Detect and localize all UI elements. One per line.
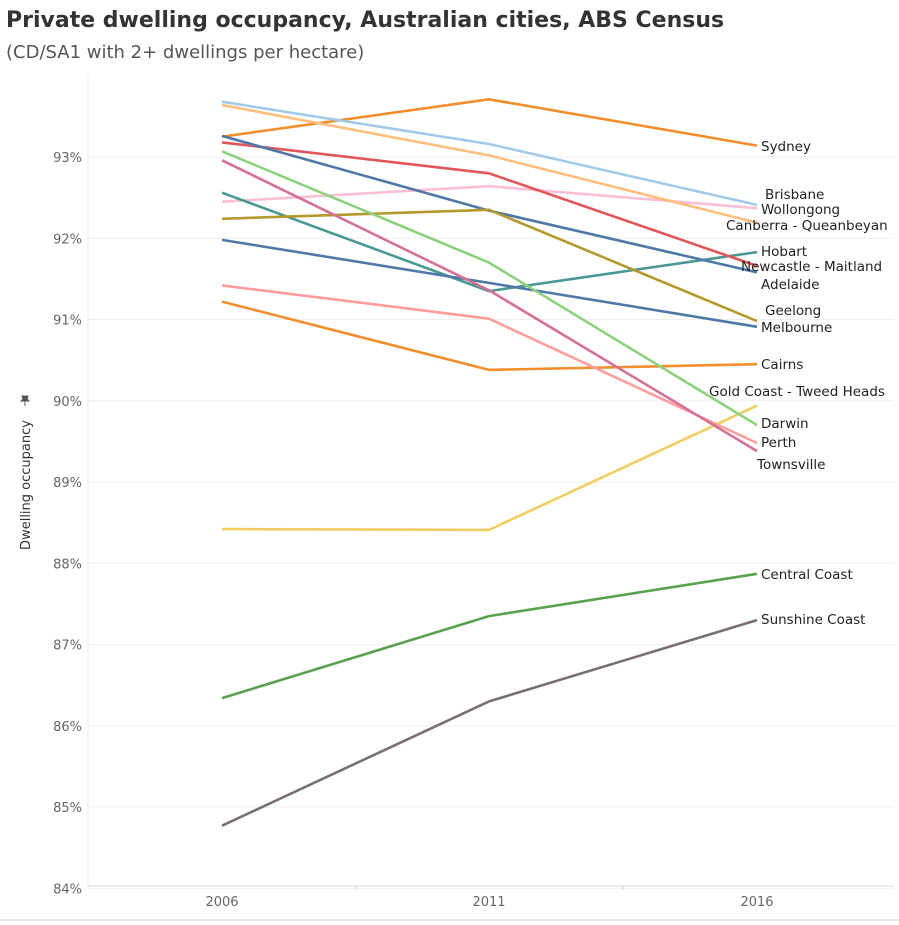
series-line-townsville[interactable] <box>221 159 758 453</box>
y-tick-label: 84% <box>53 882 82 897</box>
series-label-canberra-queanbeyan: Canberra - Queanbeyan <box>726 218 888 234</box>
y-tick-labels: 84% 85% 86% 87% 88% 89% 90% 91% 92% 93% <box>53 151 82 897</box>
series-label-cairns: Cairns <box>761 357 803 373</box>
y-tick-label: 92% <box>53 232 82 247</box>
series-line-hobart[interactable] <box>221 191 758 293</box>
y-tick-label: 93% <box>53 151 82 166</box>
series-line-wollongong[interactable] <box>221 184 758 210</box>
series-label-sydney: Sydney <box>761 139 811 155</box>
series-label-hobart: Hobart <box>761 244 807 260</box>
series-label-sunshine-coast: Sunshine Coast <box>761 612 865 628</box>
pin-icon[interactable] <box>19 395 31 406</box>
series-line-darwin[interactable] <box>221 150 758 427</box>
series-line-brisbane[interactable] <box>221 100 758 207</box>
y-axis-title: Dwelling occupancy <box>19 420 34 550</box>
series-label-adelaide: Adelaide <box>761 277 820 293</box>
series-label-townsville: Townsville <box>756 457 825 473</box>
series-line-melbourne[interactable] <box>221 238 758 329</box>
series-line-gold-coast-tweed-heads[interactable] <box>221 404 758 532</box>
series-label-newcastle-maitland: Newcastle - Maitland <box>741 259 882 275</box>
gridlines <box>88 156 894 889</box>
y-tick-label: 91% <box>53 314 82 329</box>
y-tick-label: 85% <box>53 801 82 816</box>
series-line-sunshine-coast[interactable] <box>221 618 758 827</box>
series-label-central-coast: Central Coast <box>761 567 853 583</box>
x-tick-label: 2011 <box>472 895 505 910</box>
axes <box>0 75 899 921</box>
y-tick-label: 87% <box>53 639 82 654</box>
series-label-gold-coast-tweed-heads: Gold Coast - Tweed Heads <box>709 384 885 400</box>
y-axis-title-group: Dwelling occupancy <box>19 395 34 550</box>
x-tick-labels: 2006 2011 2016 <box>205 886 774 910</box>
y-tick-label: 88% <box>53 557 82 572</box>
series-line-perth[interactable] <box>221 284 758 445</box>
series-line-geelong[interactable] <box>221 208 758 323</box>
series-label-melbourne: Melbourne <box>761 320 832 336</box>
chart-title: Private dwelling occupancy, Australian c… <box>6 8 725 33</box>
series-label-darwin: Darwin <box>761 416 809 432</box>
series-line-sydney[interactable] <box>221 98 758 147</box>
y-tick-label: 86% <box>53 720 82 735</box>
chart-subtitle: (CD/SA1 with 2+ dwellings per hectare) <box>6 42 365 63</box>
series-line-central-coast[interactable] <box>221 572 758 700</box>
y-tick-label: 90% <box>53 395 82 410</box>
series-label-perth: Perth <box>761 435 796 451</box>
series-label-geelong: Geelong <box>765 303 821 319</box>
series-line-canberra-queanbeyan[interactable] <box>221 103 758 225</box>
x-tick-label: 2006 <box>205 895 238 910</box>
series-line-cairns[interactable] <box>221 300 758 372</box>
series-lines <box>221 98 758 827</box>
x-tick-label: 2016 <box>740 895 773 910</box>
series-label-brisbane: Brisbane <box>765 187 824 203</box>
y-tick-label: 89% <box>53 476 82 491</box>
series-label-wollongong: Wollongong <box>761 202 840 218</box>
series-line-newcastle-maitland[interactable] <box>221 141 758 268</box>
